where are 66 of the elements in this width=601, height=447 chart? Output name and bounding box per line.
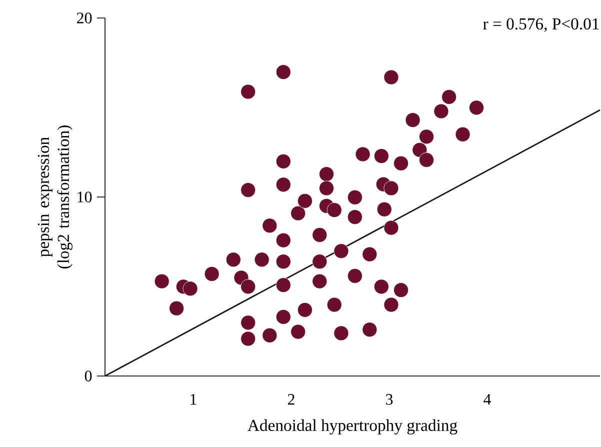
point <box>297 193 312 208</box>
point <box>204 266 220 282</box>
point <box>362 246 378 262</box>
point <box>334 244 349 259</box>
point <box>326 297 342 312</box>
point <box>290 206 306 221</box>
point <box>240 315 256 330</box>
annotation: r = 0.576, P<0.01 <box>483 18 599 32</box>
y-tick-label: 0 <box>84 370 92 382</box>
point <box>154 274 170 289</box>
point <box>394 282 409 298</box>
point <box>276 154 291 169</box>
point <box>276 278 291 293</box>
point <box>276 177 291 192</box>
point <box>319 180 334 196</box>
point <box>355 146 370 162</box>
y-tick-label: 10 <box>78 192 92 202</box>
point <box>312 227 328 242</box>
point <box>434 104 449 119</box>
point <box>240 331 256 346</box>
point <box>276 232 291 248</box>
point <box>347 190 362 205</box>
point <box>347 210 362 225</box>
x-tick-label: 4 <box>484 394 492 405</box>
point <box>276 309 291 324</box>
point <box>455 126 470 142</box>
x-tick-label: 2 <box>288 394 294 405</box>
point <box>334 326 349 341</box>
point <box>384 70 399 85</box>
y-tick-label: 20 <box>77 12 92 24</box>
point <box>405 112 420 128</box>
point <box>374 148 389 164</box>
point <box>326 202 342 218</box>
point <box>376 202 392 217</box>
point <box>374 279 389 294</box>
point <box>240 182 256 198</box>
point <box>419 129 434 144</box>
point <box>240 279 256 294</box>
point <box>182 281 198 296</box>
point <box>384 297 399 312</box>
point <box>412 142 428 158</box>
y-axis-title: pepsin expression (log2 transformation) <box>38 126 72 268</box>
point <box>240 84 256 100</box>
point <box>254 252 270 268</box>
point <box>419 152 434 168</box>
point <box>362 322 378 338</box>
point <box>276 64 291 80</box>
point <box>468 100 484 116</box>
point <box>276 254 291 270</box>
point <box>384 220 399 236</box>
x-tick-label: 3 <box>386 394 393 405</box>
x-axis-title: Adenoidal hypertrophy grading <box>248 419 458 434</box>
point <box>312 274 328 289</box>
point <box>312 254 328 270</box>
point <box>226 252 241 268</box>
point <box>394 156 409 171</box>
point <box>384 180 399 196</box>
point <box>169 300 184 316</box>
point <box>347 268 362 284</box>
point <box>262 218 278 234</box>
x-tick-label: 1 <box>190 394 196 405</box>
point <box>319 166 334 182</box>
point <box>297 302 312 318</box>
point <box>290 324 306 340</box>
point <box>262 328 278 343</box>
point <box>442 89 457 104</box>
